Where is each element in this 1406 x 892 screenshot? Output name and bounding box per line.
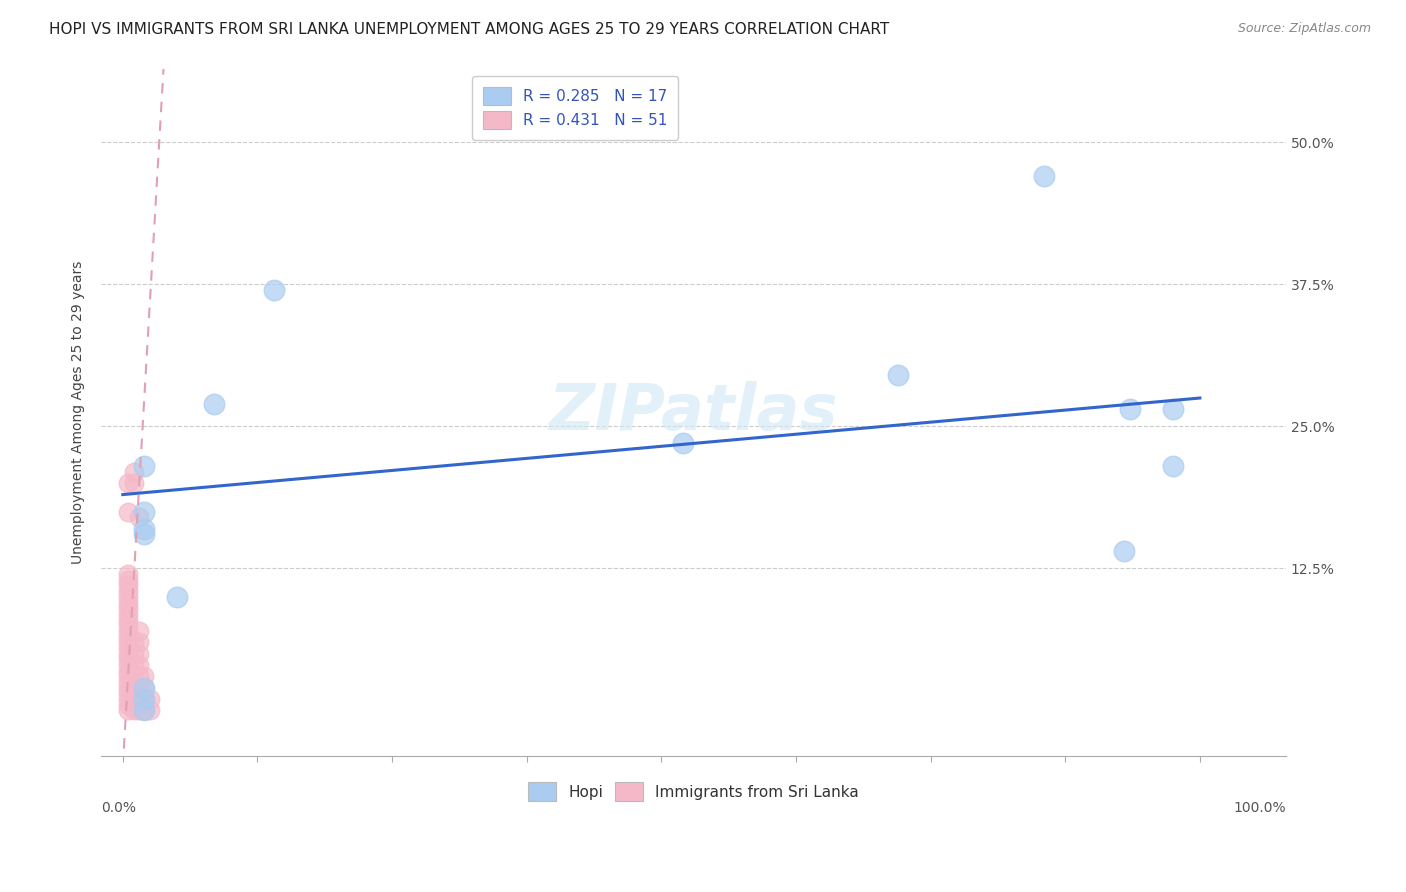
Point — [128, 669, 150, 683]
Point — [134, 703, 156, 717]
Point — [117, 590, 139, 604]
Point — [117, 664, 139, 678]
Point — [202, 397, 225, 411]
Point — [128, 647, 150, 661]
Point — [128, 703, 150, 717]
Text: 0.0%: 0.0% — [101, 801, 136, 814]
Legend: Hopi, Immigrants from Sri Lanka: Hopi, Immigrants from Sri Lanka — [519, 773, 868, 810]
Point — [117, 635, 139, 649]
Point — [117, 624, 139, 638]
Point — [128, 692, 150, 706]
Point — [122, 681, 145, 695]
Point — [117, 681, 139, 695]
Point — [117, 584, 139, 599]
Point — [1161, 402, 1184, 417]
Point — [134, 703, 156, 717]
Point — [128, 681, 150, 695]
Text: ZIPatlas: ZIPatlas — [548, 381, 838, 443]
Point — [1114, 544, 1136, 558]
Point — [117, 505, 139, 519]
Point — [887, 368, 910, 383]
Point — [117, 640, 139, 655]
Point — [166, 590, 188, 604]
Point — [117, 692, 139, 706]
Point — [134, 669, 156, 683]
Point — [117, 567, 139, 582]
Point — [128, 510, 150, 524]
Text: HOPI VS IMMIGRANTS FROM SRI LANKA UNEMPLOYMENT AMONG AGES 25 TO 29 YEARS CORRELA: HOPI VS IMMIGRANTS FROM SRI LANKA UNEMPL… — [49, 22, 890, 37]
Point — [122, 658, 145, 673]
Point — [117, 595, 139, 609]
Point — [117, 669, 139, 683]
Point — [134, 681, 156, 695]
Point — [134, 459, 156, 474]
Point — [122, 635, 145, 649]
Point — [122, 692, 145, 706]
Point — [134, 692, 156, 706]
Point — [128, 658, 150, 673]
Point — [117, 573, 139, 587]
Point — [134, 692, 156, 706]
Point — [1161, 459, 1184, 474]
Point — [117, 703, 139, 717]
Point — [128, 635, 150, 649]
Point — [117, 698, 139, 712]
Point — [117, 658, 139, 673]
Point — [138, 692, 160, 706]
Point — [122, 647, 145, 661]
Point — [134, 527, 156, 541]
Point — [117, 630, 139, 644]
Point — [122, 476, 145, 491]
Point — [122, 669, 145, 683]
Point — [1032, 169, 1054, 184]
Point — [117, 578, 139, 592]
Point — [117, 647, 139, 661]
Point — [128, 624, 150, 638]
Point — [117, 613, 139, 627]
Text: 100.0%: 100.0% — [1233, 801, 1286, 814]
Point — [117, 618, 139, 632]
Point — [138, 703, 160, 717]
Point — [117, 652, 139, 666]
Point — [122, 703, 145, 717]
Point — [117, 476, 139, 491]
Point — [263, 283, 285, 297]
Point — [117, 675, 139, 690]
Point — [672, 436, 695, 450]
Point — [117, 601, 139, 615]
Point — [134, 505, 156, 519]
Point — [117, 686, 139, 700]
Y-axis label: Unemployment Among Ages 25 to 29 years: Unemployment Among Ages 25 to 29 years — [72, 260, 86, 564]
Point — [117, 607, 139, 621]
Point — [122, 465, 145, 479]
Point — [1119, 402, 1142, 417]
Point — [134, 522, 156, 536]
Point — [134, 681, 156, 695]
Text: Source: ZipAtlas.com: Source: ZipAtlas.com — [1237, 22, 1371, 36]
